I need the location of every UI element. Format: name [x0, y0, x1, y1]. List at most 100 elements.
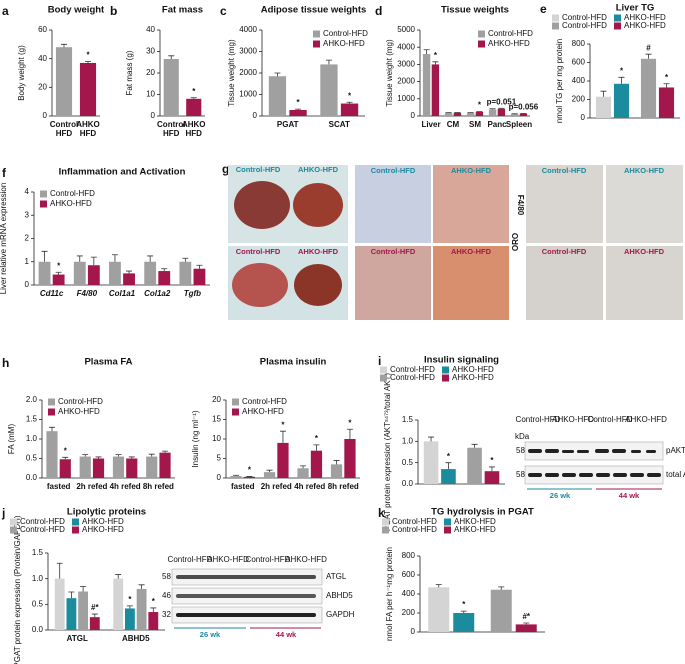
- error-bar: [498, 586, 505, 590]
- y-tick-label: 800: [572, 39, 586, 48]
- error-bar: [445, 462, 452, 470]
- error-bar: [126, 270, 133, 274]
- x-tick-label: 4h refed: [294, 482, 325, 491]
- liver: [232, 263, 288, 307]
- oro-label: AHKO-HFD: [451, 166, 492, 175]
- x-tick-label: Spleen: [506, 120, 532, 129]
- liver: [293, 183, 343, 227]
- f480-image: [526, 246, 603, 320]
- y-tick-label: 2: [25, 234, 30, 243]
- error-bar: [91, 613, 98, 618]
- error-bar: [61, 43, 67, 48]
- significance-mark: *: [57, 261, 61, 270]
- bar: [297, 468, 309, 478]
- chart-title: TG hydrolysis in PGAT: [431, 507, 534, 518]
- bar: [193, 268, 206, 285]
- bar: [510, 113, 519, 116]
- blot-strip: [524, 465, 664, 485]
- lane-label: AHKO-HFD: [552, 415, 594, 424]
- y-tick-label: 0.5: [32, 599, 44, 608]
- y-tick-label: 0: [43, 111, 48, 120]
- x-tick-label: SM: [469, 120, 481, 129]
- size-label: 46: [162, 591, 171, 600]
- bar: [595, 96, 612, 118]
- legend-label: AHKO-HFD: [452, 365, 494, 374]
- legend-swatch: [614, 22, 621, 30]
- legend-label: Control-HFD: [58, 397, 103, 406]
- y-tick-label: 1000: [239, 90, 257, 99]
- size-label: 58: [516, 470, 525, 479]
- band: [545, 473, 559, 477]
- bar: [186, 98, 202, 116]
- y-tick-label: 2000: [397, 77, 415, 86]
- legend-swatch: [10, 518, 17, 526]
- legend-label: AHKO-HFD: [82, 525, 124, 534]
- legend-swatch: [232, 408, 239, 416]
- legend-label: Control-HFD: [20, 525, 65, 534]
- band: [577, 450, 589, 453]
- age-label: 26 wk: [200, 630, 221, 639]
- blot-i: Control-HFD AHKO-HFD Control-HFD AHKO-HF…: [515, 415, 685, 500]
- significance-mark: *: [447, 452, 451, 461]
- bar: [87, 265, 100, 285]
- error-bar: [147, 255, 154, 262]
- y-tick-label: 1.0: [32, 574, 44, 583]
- bar: [146, 456, 158, 478]
- legend-swatch: [614, 14, 621, 22]
- error-bar: [82, 454, 89, 457]
- x-tick-label: fasted: [231, 482, 255, 491]
- error-bar: [80, 585, 87, 592]
- bar: [658, 87, 675, 118]
- f480-label: AHKO-HFD: [624, 166, 665, 175]
- bar: [124, 608, 135, 630]
- chart-title: Plasma insulin: [260, 357, 327, 368]
- band-label: pAKT: [666, 446, 685, 455]
- error-bar: [432, 61, 439, 65]
- oro-image: [433, 246, 509, 320]
- error-bar: [95, 456, 102, 459]
- liver: [234, 181, 290, 229]
- bar: [488, 109, 497, 116]
- bar: [320, 64, 338, 116]
- panel-letter: c: [220, 4, 227, 18]
- x-tick-label: Tgfb: [184, 289, 201, 298]
- legend-swatch: [478, 40, 485, 48]
- panel-letter: k: [378, 506, 385, 520]
- error-bar: [115, 454, 122, 457]
- legend-label: Control-HFD: [20, 517, 65, 526]
- band: [528, 449, 542, 453]
- oro-image: [355, 246, 431, 320]
- legend-label: AHKO-HFD: [82, 517, 124, 526]
- x-tick-label: Col1a1: [109, 289, 136, 298]
- y-tick-label: 40: [146, 25, 155, 34]
- bar: [467, 447, 482, 484]
- error-bar: [128, 456, 135, 459]
- x-tick-label: Control HFD: [157, 120, 185, 138]
- y-tick-label: 0.5: [26, 454, 38, 463]
- y-tick-label: 800: [402, 551, 416, 560]
- band: [613, 473, 627, 477]
- bar: [159, 452, 171, 478]
- f480-label: Control-HFD: [542, 247, 587, 256]
- x-tick-label: Liver: [421, 120, 440, 129]
- y-tick-label: 4: [25, 187, 30, 196]
- error-bar: [645, 53, 652, 59]
- y-axis-label: Insulin (ng ml⁻¹): [191, 410, 200, 467]
- bar: [428, 587, 450, 632]
- significance-mark: *: [490, 456, 494, 465]
- band: [631, 450, 641, 453]
- bar: [453, 613, 475, 632]
- bar: [38, 261, 51, 285]
- bar: [92, 458, 105, 478]
- photo-label: Control-HFD: [236, 165, 281, 174]
- error-bar: [295, 108, 302, 110]
- band-label: total AKT: [666, 470, 685, 479]
- significance-mark: *: [281, 420, 285, 429]
- band: [579, 473, 593, 477]
- legend-swatch: [444, 518, 451, 526]
- y-tick-label: 3000: [239, 47, 257, 56]
- y-tick-label: 600: [572, 58, 586, 67]
- y-tick-label: 60: [38, 25, 47, 34]
- y-axis-label: PGAT protein expression (AKTˢ⁴⁷³/total A…: [383, 373, 392, 531]
- lane-label: AHKO-HFD: [207, 555, 249, 564]
